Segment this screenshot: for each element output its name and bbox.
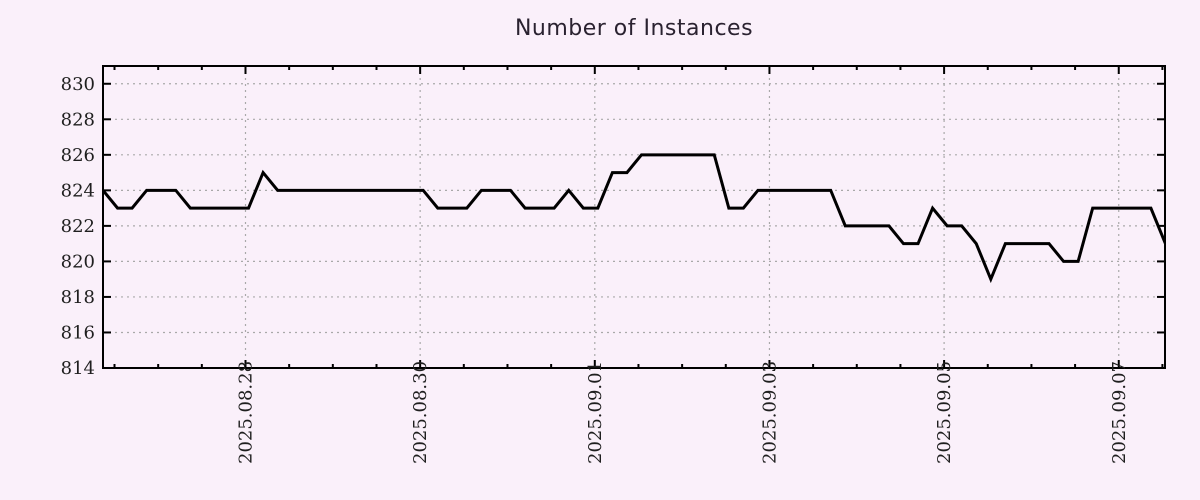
y-tick-label: 830 — [61, 74, 95, 95]
y-tick-label: 816 — [61, 322, 95, 343]
y-axis-labels: 814 816 818 820 822 824 826 828 830 — [61, 74, 95, 379]
y-tick-label: 824 — [61, 180, 95, 201]
x-tick-label: 2025.09.03 — [759, 361, 780, 464]
x-axis-labels: 2025.08.28 2025.08.30 2025.09.01 2025.09.03… — [236, 361, 1130, 464]
series-line-instances — [103, 153, 1165, 284]
x-tick-label: 2025.09.01 — [585, 361, 606, 464]
plot-frame — [102, 65, 1166, 369]
y-tick-label: 822 — [61, 216, 95, 237]
y-tick-label: 828 — [61, 109, 95, 130]
y-tick-label: 826 — [61, 145, 95, 166]
x-tick-label: 2025.08.28 — [236, 361, 257, 464]
y-tick-label: 814 — [61, 358, 95, 379]
x-tick-label: 2025.08.30 — [410, 361, 431, 464]
gridlines — [103, 66, 1165, 368]
x-tick-label: 2025.09.07 — [1109, 361, 1130, 464]
y-tick-label: 820 — [61, 251, 95, 272]
chart-title: Number of Instances — [514, 16, 754, 41]
axis-ticks — [103, 66, 1165, 369]
x-tick-label: 2025.09.05 — [934, 361, 955, 464]
y-tick-label: 818 — [61, 287, 95, 308]
